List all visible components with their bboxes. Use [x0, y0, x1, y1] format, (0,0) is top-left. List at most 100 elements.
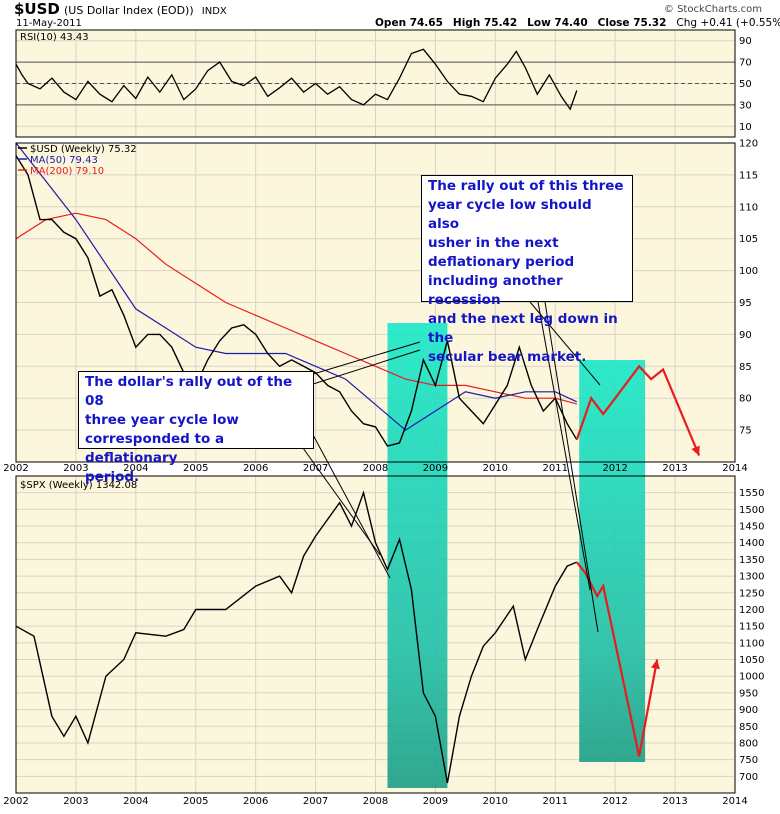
xtick-label-bottom: 2006	[243, 796, 268, 807]
quote-open: Open 74.65	[375, 17, 443, 29]
ytick-label-spx: 800	[739, 738, 758, 749]
chart-symbol-title: $USD (US Dollar Index (EOD)) INDX	[14, 0, 227, 18]
callout-pointer-line	[299, 341, 421, 379]
usd-legend-entry: MA(200) 79.10	[30, 166, 104, 177]
xtick-label-mid: 2006	[243, 463, 268, 474]
xtick-label-bottom: 2003	[63, 796, 88, 807]
xtick-label-bottom: 2012	[602, 796, 627, 807]
ytick-label-spx: 1300	[739, 572, 764, 583]
callout-line: period.	[85, 469, 140, 485]
xtick-label-mid: 2014	[722, 463, 747, 474]
ytick-label-usd: 100	[739, 266, 758, 277]
ytick-label-usd: 105	[739, 234, 758, 245]
ytick-label-spx: 1400	[739, 538, 764, 549]
ytick-label-spx: 1000	[739, 672, 764, 683]
xtick-label-mid: 2010	[483, 463, 508, 474]
xtick-label-mid: 2009	[423, 463, 448, 474]
callout-right: The rally out of this three year cycle lo…	[421, 175, 633, 365]
ytick-label-rsi: 50	[739, 79, 752, 90]
callout-line: The rally out of this three	[428, 178, 624, 194]
xtick-label-bottom: 2011	[543, 796, 568, 807]
panel-border-spx	[15, 475, 736, 794]
xtick-label-bottom: 2010	[483, 796, 508, 807]
spx-price-line	[15, 490, 578, 784]
ytick-label-rsi: 30	[739, 100, 752, 111]
callout-pointer-line	[304, 419, 391, 579]
usd-legend-entry: $USD (Weekly) 75.32	[30, 144, 137, 155]
panel-border-usd	[15, 142, 736, 463]
xtick-label-mid: 2005	[183, 463, 208, 474]
xtick-label-bottom: 2004	[123, 796, 148, 807]
xtick-label-mid: 2004	[123, 463, 148, 474]
xtick-label-bottom: 2014	[722, 796, 747, 807]
date-label: 11-May-2011	[16, 18, 82, 29]
quote-close: Close 75.32	[597, 17, 667, 29]
ytick-label-usd: 95	[739, 298, 752, 309]
xtick-label-mid: 2002	[3, 463, 28, 474]
usd-projection-arrowhead	[691, 445, 700, 456]
panel-border-rsi	[15, 29, 736, 138]
ytick-label-spx: 1350	[739, 555, 764, 566]
callout-line: year cycle low should also	[428, 197, 592, 232]
xtick-label-bottom: 2013	[662, 796, 687, 807]
spx-projection-line	[575, 561, 659, 757]
ytick-label-spx: 700	[739, 772, 758, 783]
cycle-band-1	[579, 360, 646, 762]
usd-projection-line	[575, 364, 701, 457]
watermark-label: © StockCharts.com	[664, 4, 762, 15]
exchange: INDX	[201, 6, 227, 17]
xtick-label-mid: 2003	[63, 463, 88, 474]
xtick-label-bottom: 2007	[303, 796, 328, 807]
callout-left: The dollar's rally out of the 08 three ye…	[78, 371, 314, 485]
quote-bar: Open 74.65 High 75.42 Low 74.40 Close 75.32…	[375, 17, 780, 29]
xtick-label-mid: 2008	[363, 463, 388, 474]
callout-line: The dollar's rally out of the 08	[85, 374, 293, 409]
ytick-label-spx: 900	[739, 705, 758, 716]
callout-line: three year cycle low	[85, 412, 239, 428]
callout-line: usher in the next	[428, 235, 559, 251]
callout-pointer-line	[309, 349, 421, 386]
ytick-label-spx: 1550	[739, 488, 764, 499]
quote-high: High 75.42	[452, 17, 518, 29]
quote-low: Low 74.40	[527, 17, 588, 29]
callout-pointer-line	[289, 429, 381, 556]
usd-price-line	[15, 155, 578, 447]
ytick-label-rsi: 10	[739, 122, 752, 133]
ytick-label-usd: 90	[739, 330, 752, 341]
ytick-label-spx: 1050	[739, 655, 764, 666]
spx-legend: $SPX (Weekly) 1342.08	[20, 480, 137, 491]
xtick-label-mid: 2011	[543, 463, 568, 474]
ytick-label-spx: 1450	[739, 522, 764, 533]
xtick-label-mid: 2012	[602, 463, 627, 474]
callout-line: including another recession	[428, 273, 563, 308]
callout-pointer-line	[529, 301, 601, 386]
callout-line: corresponded to a deflationary	[85, 431, 225, 466]
symbol-name: (US Dollar Index (EOD))	[64, 4, 194, 17]
callout-line: and the next leg down in the	[428, 311, 618, 346]
ytick-label-usd: 110	[739, 202, 758, 213]
callout-line: secular bear market.	[428, 349, 587, 365]
ytick-label-usd: 80	[739, 394, 752, 405]
rsi-line	[15, 48, 578, 111]
xtick-label-mid: 2013	[662, 463, 687, 474]
ytick-label-rsi: 70	[739, 58, 752, 69]
cycle-band-0	[387, 323, 448, 788]
ytick-label-rsi: 90	[739, 36, 752, 47]
ytick-label-usd: 85	[739, 362, 752, 373]
ytick-label-spx: 850	[739, 722, 758, 733]
xtick-label-bottom: 2002	[3, 796, 28, 807]
xtick-label-bottom: 2008	[363, 796, 388, 807]
xtick-label-mid: 2007	[303, 463, 328, 474]
ytick-label-spx: 1150	[739, 622, 764, 633]
callout-pointer-line	[537, 301, 591, 591]
ytick-label-spx: 950	[739, 688, 758, 699]
ytick-label-usd: 115	[739, 170, 758, 181]
xtick-label-bottom: 2005	[183, 796, 208, 807]
callout-line: deflationary period	[428, 254, 575, 270]
xtick-label-bottom: 2009	[423, 796, 448, 807]
ytick-label-spx: 1100	[739, 638, 764, 649]
ytick-label-spx: 1250	[739, 588, 764, 599]
ytick-label-spx: 1500	[739, 505, 764, 516]
symbol: $USD	[14, 0, 60, 18]
